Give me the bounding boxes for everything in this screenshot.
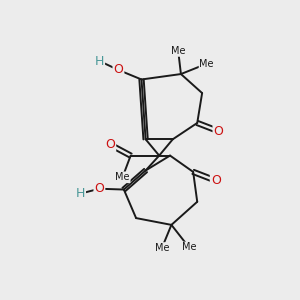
Text: H: H [95, 55, 104, 68]
Text: O: O [211, 174, 220, 187]
Text: H: H [76, 187, 85, 200]
Text: Me: Me [182, 242, 196, 252]
Text: Me: Me [171, 46, 185, 56]
Text: Me: Me [200, 59, 214, 69]
Text: Me: Me [115, 172, 130, 182]
Text: O: O [113, 64, 123, 76]
Text: O: O [105, 138, 115, 151]
Text: O: O [94, 182, 104, 195]
Text: O: O [214, 124, 224, 138]
Text: Me: Me [155, 243, 169, 253]
